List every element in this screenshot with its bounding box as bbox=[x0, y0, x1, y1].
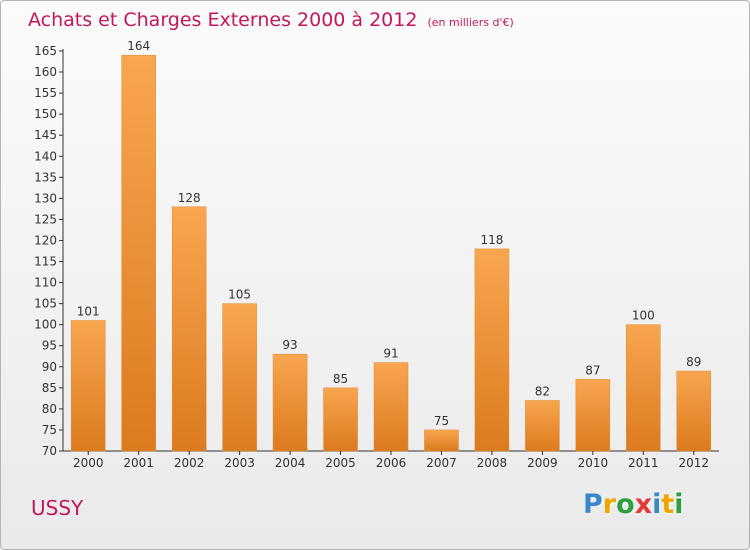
bar bbox=[424, 429, 459, 452]
y-tick-label: 75 bbox=[42, 423, 57, 437]
logo-letter: t bbox=[661, 489, 675, 520]
x-tick-label: 2003 bbox=[224, 456, 255, 470]
data-label: 82 bbox=[535, 384, 550, 398]
chart-title-text: Achats et Charges Externes 2000 à 2012 bbox=[28, 9, 418, 31]
y-tick-label: 145 bbox=[34, 128, 57, 142]
logo-letter: i bbox=[674, 489, 684, 520]
x-tick-label: 2010 bbox=[578, 456, 609, 470]
data-label: 105 bbox=[228, 288, 251, 302]
y-tick-label: 90 bbox=[42, 360, 57, 374]
bar bbox=[272, 353, 308, 452]
y-tick-label: 85 bbox=[42, 381, 57, 395]
y-tick-label: 110 bbox=[34, 276, 57, 290]
x-tick-label: 2000 bbox=[73, 456, 104, 470]
logo-letter: P bbox=[583, 489, 603, 520]
x-tick-label: 2008 bbox=[477, 456, 508, 470]
chart-subtitle: (en milliers d'€) bbox=[427, 16, 514, 29]
bar bbox=[626, 324, 661, 452]
bar bbox=[373, 362, 409, 452]
x-tick-label: 2012 bbox=[678, 456, 709, 470]
y-tick-label: 140 bbox=[34, 149, 57, 163]
data-label: 85 bbox=[333, 372, 348, 386]
chart-title: Achats et Charges Externes 2000 à 2012 (e… bbox=[28, 9, 514, 31]
logo-letter: x bbox=[634, 489, 653, 520]
y-tick-label: 165 bbox=[34, 44, 57, 58]
x-tick-label: 2001 bbox=[123, 456, 154, 470]
x-tick-label: 2011 bbox=[628, 456, 659, 470]
y-tick-label: 115 bbox=[34, 255, 57, 269]
data-label: 93 bbox=[282, 338, 297, 352]
y-tick-label: 120 bbox=[34, 233, 57, 247]
bar bbox=[171, 206, 207, 452]
data-label: 75 bbox=[434, 414, 449, 428]
y-tick-label: 160 bbox=[34, 65, 57, 79]
data-label: 87 bbox=[585, 363, 600, 377]
bar bbox=[323, 387, 358, 452]
bar bbox=[676, 370, 712, 452]
x-tick-label: 2009 bbox=[527, 456, 558, 470]
logo-letter: o bbox=[616, 489, 635, 520]
bar bbox=[474, 248, 510, 452]
data-label: 100 bbox=[632, 309, 655, 323]
bar bbox=[222, 303, 257, 452]
y-tick-label: 80 bbox=[42, 402, 57, 416]
y-tick-label: 100 bbox=[34, 318, 57, 332]
x-tick-label: 2006 bbox=[376, 456, 407, 470]
proxiti-logo: Proxiti bbox=[583, 489, 684, 520]
bar bbox=[525, 400, 560, 452]
data-label: 89 bbox=[686, 355, 701, 369]
data-label: 91 bbox=[383, 347, 398, 361]
data-label: 164 bbox=[127, 39, 150, 53]
data-label: 101 bbox=[77, 304, 100, 318]
data-label: 118 bbox=[480, 233, 503, 247]
y-tick-label: 130 bbox=[34, 191, 57, 205]
logo-letter: i bbox=[652, 489, 662, 520]
bar bbox=[121, 54, 156, 452]
y-tick-label: 70 bbox=[42, 444, 57, 458]
x-tick-label: 2002 bbox=[174, 456, 205, 470]
y-tick-label: 95 bbox=[42, 339, 57, 353]
x-tick-label: 2007 bbox=[426, 456, 457, 470]
y-tick-label: 135 bbox=[34, 170, 57, 184]
logo-letter: r bbox=[602, 489, 617, 520]
y-tick-label: 150 bbox=[34, 107, 57, 121]
bar bbox=[70, 320, 106, 452]
x-tick-label: 2004 bbox=[275, 456, 306, 470]
bar bbox=[575, 379, 611, 452]
town-name: USSY bbox=[31, 496, 84, 520]
y-tick-label: 155 bbox=[34, 86, 57, 100]
y-tick-label: 105 bbox=[34, 297, 57, 311]
y-tick-label: 125 bbox=[34, 212, 57, 226]
data-label: 128 bbox=[178, 191, 201, 205]
x-tick-label: 2005 bbox=[325, 456, 356, 470]
